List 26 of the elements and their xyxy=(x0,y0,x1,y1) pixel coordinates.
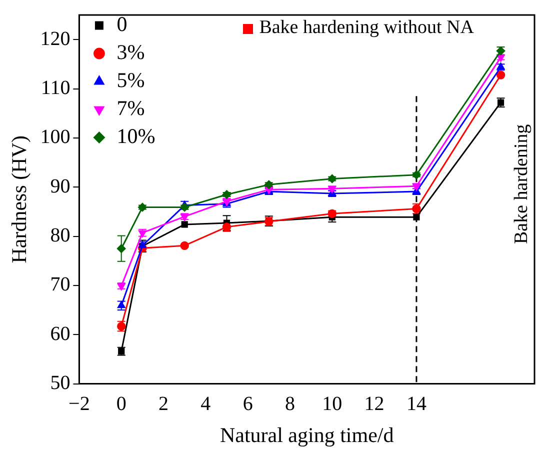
x-tick-label: −2 xyxy=(68,393,90,416)
y-tick-label: 100 xyxy=(40,126,70,148)
x-tick-label: 4 xyxy=(200,393,211,416)
y-axis-title: Hardness (HV) xyxy=(7,136,32,264)
y-tick-label: 120 xyxy=(40,28,70,50)
x-tick-label: 0 xyxy=(116,393,126,416)
y-tick-label: 60 xyxy=(50,322,70,345)
y-tick-label: 50 xyxy=(50,372,70,394)
x-tick-label: 2 xyxy=(158,393,169,416)
annotation: Bake hardening without NA xyxy=(259,17,474,39)
y-tick-label: 90 xyxy=(50,175,70,198)
annotation: Bake hardening xyxy=(510,124,533,244)
legend-label: 0 xyxy=(116,12,128,36)
x-tick-label: 12 xyxy=(364,393,384,416)
legend-label: 5% xyxy=(116,68,145,92)
x-axis-title: Natural aging time/d xyxy=(220,422,394,447)
x-tick-label: 8 xyxy=(284,393,295,416)
y-tick-label: 110 xyxy=(40,77,70,100)
legend-label: 10% xyxy=(116,124,156,148)
y-tick-label: 80 xyxy=(50,224,70,247)
x-tick-label: 14 xyxy=(406,393,426,416)
x-tick-label: 6 xyxy=(242,393,253,416)
y-tick-label: 70 xyxy=(50,274,70,296)
x-tick-label: 10 xyxy=(322,393,342,416)
legend-label: 7% xyxy=(116,96,145,120)
legend-label: 3% xyxy=(116,40,145,64)
